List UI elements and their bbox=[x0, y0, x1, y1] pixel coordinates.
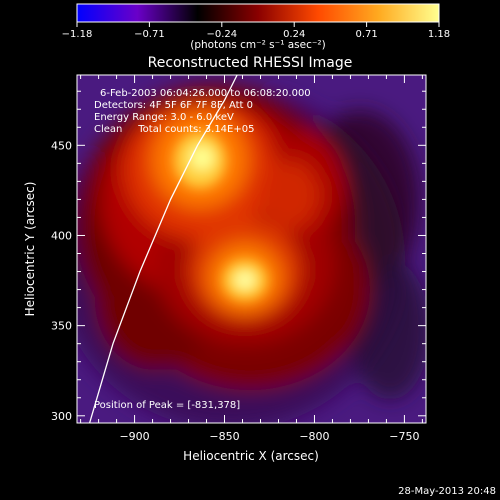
annotation-total-counts: Clean Total counts: 3.14E+05 bbox=[94, 124, 254, 135]
colorbar-tick-label: −1.18 bbox=[62, 29, 93, 40]
chart-title: Reconstructed RHESSI Image bbox=[148, 55, 353, 71]
y-tick-label: 350 bbox=[51, 320, 72, 333]
heatmap-image bbox=[77, 75, 426, 423]
x-tick-label: −900 bbox=[119, 430, 149, 443]
solar-limb-line bbox=[88, 75, 238, 423]
colorbar bbox=[76, 3, 440, 23]
colorbar-tick-label: 0.24 bbox=[283, 29, 305, 40]
annotation-block: 6-Feb-2003 06:04:26.000 to 06:08:20.000 … bbox=[94, 88, 311, 135]
x-axis-ticks: −900 −850 −800 −750 bbox=[80, 75, 423, 443]
annotation-detectors: Detectors: 4F 5F 6F 7F 8F, Att 0 bbox=[94, 100, 253, 111]
peak-position-label: Position of Peak = [-831,378] bbox=[94, 400, 240, 411]
plot-frame bbox=[76, 74, 427, 424]
x-tick-label: −850 bbox=[209, 430, 239, 443]
annotation-time-range: 6-Feb-2003 06:04:26.000 to 06:08:20.000 bbox=[100, 88, 311, 99]
y-tick-label: 450 bbox=[51, 139, 72, 152]
y-tick-label: 300 bbox=[51, 410, 72, 423]
x-tick-label: −750 bbox=[389, 430, 419, 443]
y-axis-label: Heliocentric Y (arcsec) bbox=[23, 182, 37, 317]
x-axis-label: Heliocentric X (arcsec) bbox=[183, 449, 319, 463]
x-tick-label: −800 bbox=[299, 430, 329, 443]
colorbar-tick-label: 1.18 bbox=[428, 29, 450, 40]
colorbar-unit-label: (photons cm⁻² s⁻¹ asec⁻²) bbox=[190, 39, 325, 51]
colorbar-ticks: −1.18 −0.71 −0.24 0.24 0.71 1.18 bbox=[62, 22, 450, 40]
timestamp: 28-May-2013 20:48 bbox=[398, 486, 496, 497]
colorbar-tick-label: 0.71 bbox=[355, 29, 377, 40]
y-axis-ticks: 300 350 400 450 bbox=[51, 90, 426, 423]
annotation-energy-range: Energy Range: 3.0 - 6.0 keV bbox=[94, 112, 234, 123]
y-tick-label: 400 bbox=[51, 229, 72, 242]
colorbar-tick-label: −0.24 bbox=[206, 29, 237, 40]
colorbar-tick-label: −0.71 bbox=[134, 29, 165, 40]
